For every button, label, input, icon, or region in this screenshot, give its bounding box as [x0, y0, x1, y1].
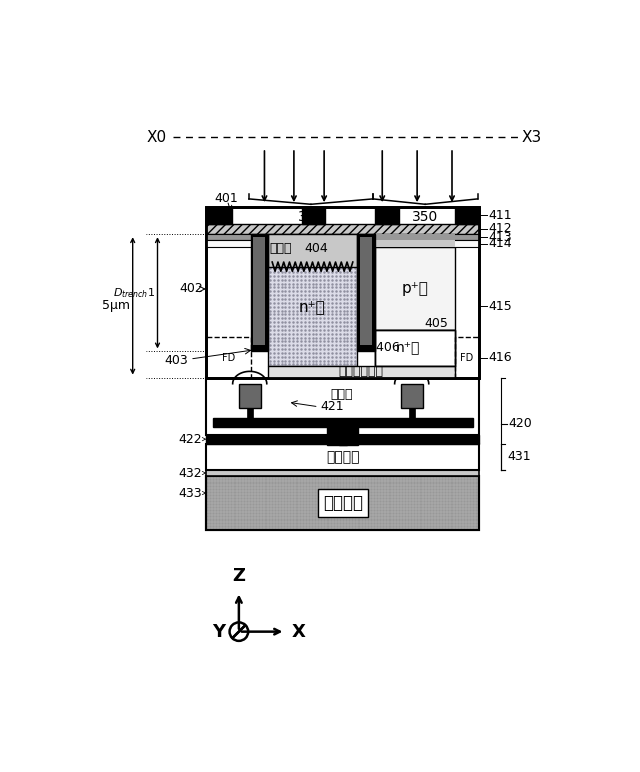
Bar — [206, 476, 479, 530]
Text: FD: FD — [222, 353, 235, 363]
Bar — [206, 207, 479, 378]
Text: 5μm: 5μm — [102, 300, 131, 313]
Text: 422: 422 — [179, 432, 202, 445]
Bar — [374, 330, 455, 366]
Bar — [376, 235, 455, 241]
Text: ホール蔓積部: ホール蔓積部 — [339, 365, 384, 378]
Text: 酸化膜: 酸化膜 — [270, 242, 292, 255]
Text: 340: 340 — [298, 211, 324, 225]
Text: 415: 415 — [488, 300, 512, 313]
Text: X3: X3 — [522, 130, 542, 145]
Bar — [239, 384, 260, 408]
Text: n⁺層: n⁺層 — [396, 341, 420, 355]
Text: 402: 402 — [179, 283, 203, 296]
Text: 432: 432 — [179, 466, 202, 479]
Bar — [327, 427, 358, 445]
Text: 平坦化層: 平坦化層 — [326, 450, 360, 464]
Bar — [374, 246, 455, 330]
Text: 416: 416 — [488, 351, 512, 364]
Bar — [301, 207, 325, 224]
Text: 414: 414 — [488, 237, 512, 250]
Text: 412: 412 — [488, 222, 512, 235]
Text: 433: 433 — [179, 486, 202, 499]
Bar — [253, 238, 265, 345]
Bar — [268, 246, 358, 366]
Bar — [339, 433, 347, 445]
Bar — [206, 207, 479, 378]
Text: 405: 405 — [424, 317, 449, 330]
Bar — [374, 207, 399, 224]
Bar — [268, 235, 358, 266]
Bar — [206, 435, 479, 444]
Bar — [358, 235, 374, 351]
Bar — [206, 470, 479, 476]
Text: 421: 421 — [320, 401, 344, 413]
Bar — [206, 444, 479, 470]
Bar — [376, 235, 455, 246]
Bar — [206, 235, 479, 241]
Bar — [206, 224, 479, 235]
Text: 411: 411 — [488, 208, 512, 222]
Bar — [455, 207, 479, 224]
Bar — [408, 408, 415, 418]
Text: $D_{trench}$1: $D_{trench}$1 — [113, 286, 155, 300]
Text: Y: Y — [212, 623, 225, 641]
Text: 404: 404 — [305, 242, 328, 255]
Bar — [374, 330, 455, 366]
Text: 420: 420 — [509, 417, 532, 430]
Bar — [206, 476, 479, 530]
Bar — [268, 366, 455, 378]
Bar — [360, 238, 372, 345]
Bar — [206, 378, 479, 435]
Text: 401: 401 — [215, 192, 239, 205]
Text: 403: 403 — [164, 354, 189, 367]
Text: p⁺層: p⁺層 — [401, 281, 428, 296]
Text: 350: 350 — [412, 211, 438, 225]
Bar — [246, 408, 253, 418]
Text: 支持基板: 支持基板 — [323, 494, 363, 512]
Bar — [206, 241, 479, 246]
Bar — [374, 330, 455, 366]
Bar — [212, 418, 473, 427]
Text: 413: 413 — [488, 231, 512, 244]
Text: 431: 431 — [507, 450, 531, 463]
Bar — [206, 337, 250, 378]
Text: X: X — [292, 623, 305, 641]
Text: Z: Z — [232, 567, 245, 585]
Text: n⁺層: n⁺層 — [299, 299, 326, 313]
Bar — [401, 384, 422, 408]
Text: FD: FD — [461, 353, 474, 363]
Bar — [250, 235, 268, 351]
Bar — [455, 337, 479, 378]
Text: 406: 406 — [376, 341, 404, 354]
Text: X0: X0 — [147, 130, 167, 145]
Text: 絶縁層: 絶縁層 — [331, 388, 353, 401]
Bar — [206, 207, 232, 224]
